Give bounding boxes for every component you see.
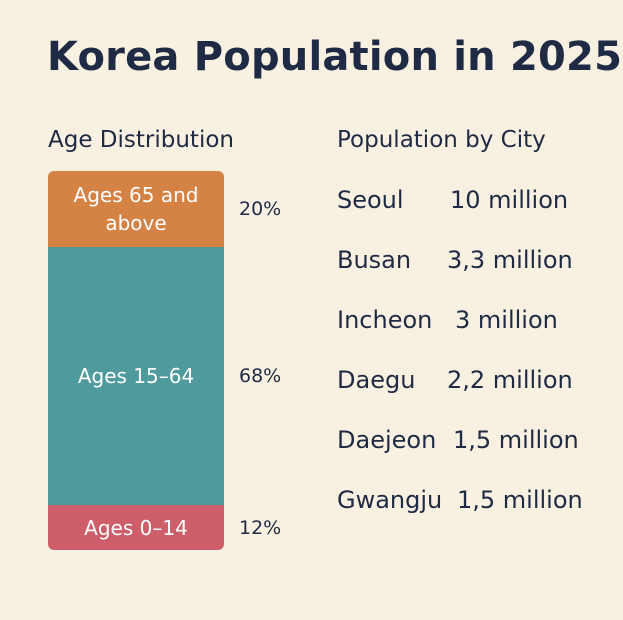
city-name: Incheon <box>337 306 433 334</box>
age-percent-label: 68% <box>239 365 282 387</box>
age-segment-label: Ages 15–64 <box>77 364 195 388</box>
city-name: Daegu <box>337 366 416 394</box>
city-population-value: 3,3 million <box>447 246 573 274</box>
age-percent-label: 12% <box>239 516 282 539</box>
city-population-value: 1,5 million <box>453 426 579 454</box>
age-segment: Ages 15–64 <box>48 247 224 505</box>
city-row: Daejeon 1,5 million <box>337 426 579 454</box>
age-segment-label: Ages 0–14 <box>84 515 188 540</box>
population-by-city-title: Population by City <box>337 127 546 153</box>
age-distribution-stacked-bar: Ages 65 and above Ages 15–64 Ages 0–14 <box>48 171 224 550</box>
page-title: Korea Population in 2025 <box>47 34 623 80</box>
age-distribution-title: Age Distribution <box>48 127 234 153</box>
city-row: Incheon 3 million <box>337 306 558 334</box>
city-population-value: 1,5 million <box>457 486 583 514</box>
city-name: Gwangju <box>337 486 443 514</box>
city-name: Daejeon <box>337 426 437 454</box>
city-row: Gwangju 1,5 million <box>337 486 583 514</box>
city-population-value: 10 million <box>450 186 569 214</box>
age-segment-label: Ages 65 and above <box>73 183 199 235</box>
age-segment: Ages 65 and above <box>48 171 224 247</box>
age-percent-label: 20% <box>239 198 282 220</box>
city-name: Seoul <box>337 186 404 214</box>
city-name: Busan <box>337 246 412 274</box>
city-row: Seoul 10 million <box>337 186 568 214</box>
city-row: Busan 3,3 million <box>337 246 573 274</box>
city-row: Daegu 2,2 million <box>337 366 573 394</box>
city-population-value: 2,2 million <box>447 366 573 394</box>
city-population-value: 3 million <box>455 306 558 334</box>
age-segment: Ages 0–14 <box>48 505 224 550</box>
